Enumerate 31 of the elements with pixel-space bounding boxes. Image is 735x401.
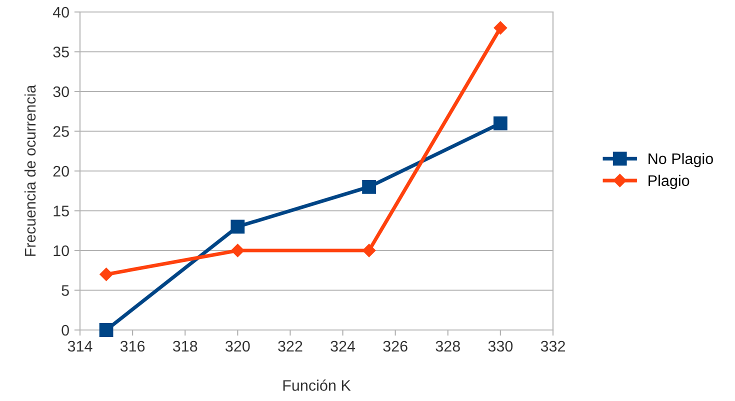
point: [230, 220, 245, 234]
y-tick-label: 0: [62, 324, 69, 336]
point: [362, 244, 376, 258]
point: [231, 244, 244, 258]
x-tick-label: 318: [172, 340, 198, 352]
x-tick-label: 330: [488, 340, 513, 352]
x-tick-label: 328: [436, 340, 460, 352]
x-tick-label: 332: [540, 340, 565, 352]
y-tick-label: 25: [53, 126, 69, 137]
point: [99, 323, 114, 337]
y-tick-label: 5: [62, 285, 69, 296]
x-tick-label: 316: [120, 340, 145, 352]
point: [494, 21, 508, 34]
y-tick-label: 15: [54, 206, 69, 216]
x-axis-title: Función K: [283, 379, 351, 391]
x-tick-label: 314: [68, 340, 92, 352]
y-axis-title: Frecuencia de ocurrencia: [24, 84, 36, 256]
y-tick-label: 35: [53, 46, 69, 58]
point: [362, 180, 376, 194]
y-tick-label: 20: [53, 166, 69, 177]
point: [494, 116, 508, 130]
x-tick-label: 320: [226, 340, 250, 352]
point: [100, 268, 113, 281]
x-tick-label: 322: [278, 340, 302, 352]
x-tick-label: 326: [383, 340, 408, 352]
legend-label: No Plagio: [648, 152, 713, 168]
x-tick-label: 324: [330, 340, 356, 352]
y-tick-label: 30: [53, 86, 69, 98]
legend-label: Plagio: [648, 174, 690, 190]
y-tick-label: 10: [54, 245, 69, 256]
y-tick-label: 40: [52, 6, 69, 18]
